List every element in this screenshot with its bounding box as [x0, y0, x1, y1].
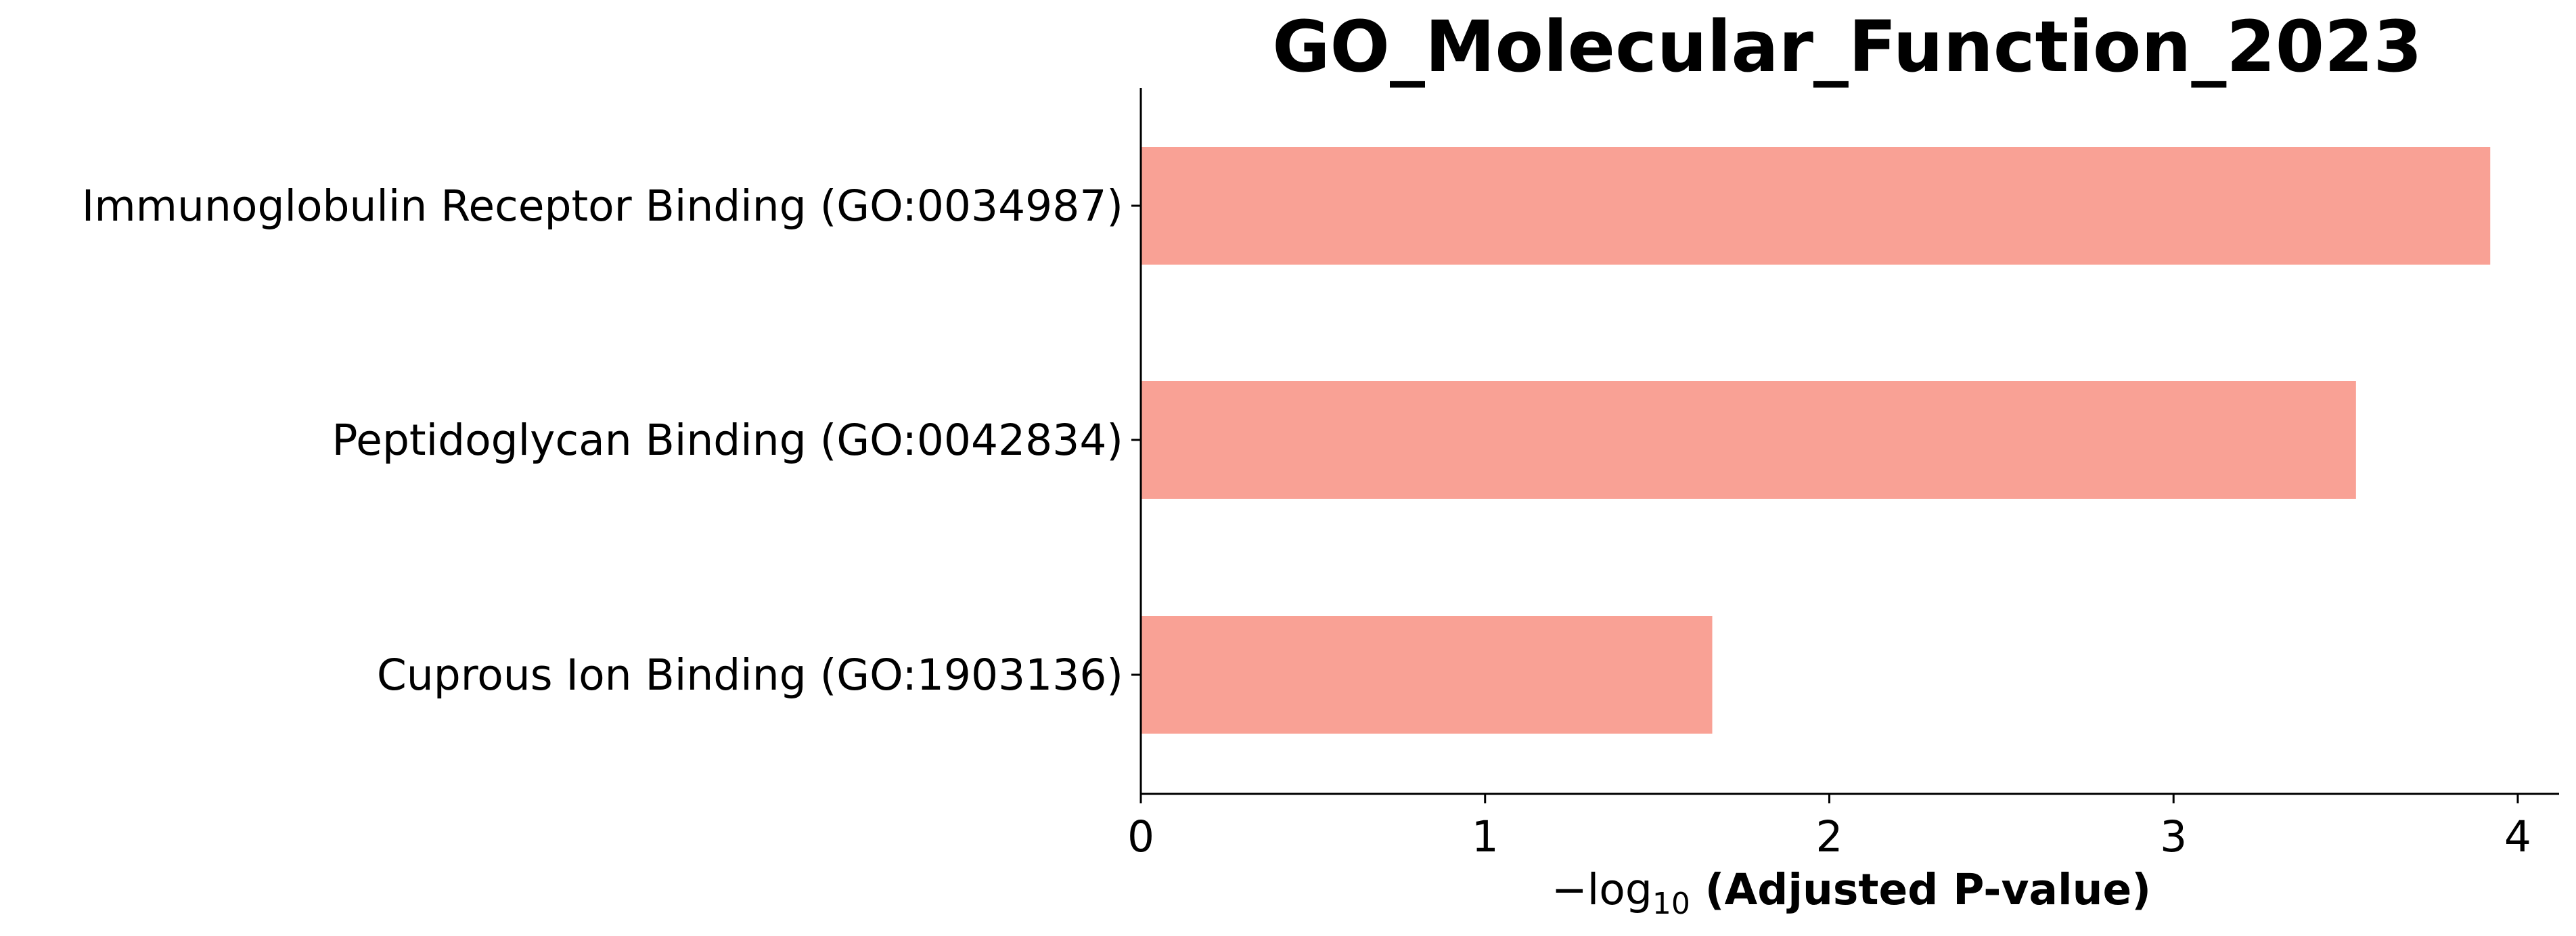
chart-title: GO_Molecular_Function_2023: [1272, 5, 2422, 88]
category-labels: Immunoglobulin Receptor Binding (GO:0034…: [82, 181, 1141, 700]
x-axis-label-prefix: −log: [1552, 865, 1652, 914]
category-label-1: Immunoglobulin Receptor Binding (GO:0034…: [82, 181, 1123, 231]
x-tick-label-2: 2: [1815, 812, 1843, 862]
x-tick-label-1: 1: [1472, 812, 1499, 862]
bars: [1141, 147, 2491, 734]
category-label-3: Cuprous Ion Binding (GO:1903136): [377, 650, 1123, 700]
bar-3: [1141, 616, 1713, 734]
x-axis-label-subscript: 10: [1652, 887, 1690, 921]
category-label-2: Peptidoglycan Binding (GO:0042834): [332, 416, 1123, 465]
x-tick-label-4: 4: [2504, 812, 2531, 862]
bar-2: [1141, 381, 2356, 499]
x-tick-label-0: 0: [1127, 812, 1154, 862]
bar-1: [1141, 147, 2491, 265]
x-tick-label-3: 3: [2160, 812, 2187, 862]
x-axis-ticks: 0 1 2 3 4: [1127, 794, 2531, 862]
x-axis-label-main: (Adjusted P-value): [1690, 865, 2151, 914]
x-axis-label: −log10 (Adjusted P-value): [1552, 865, 2151, 921]
